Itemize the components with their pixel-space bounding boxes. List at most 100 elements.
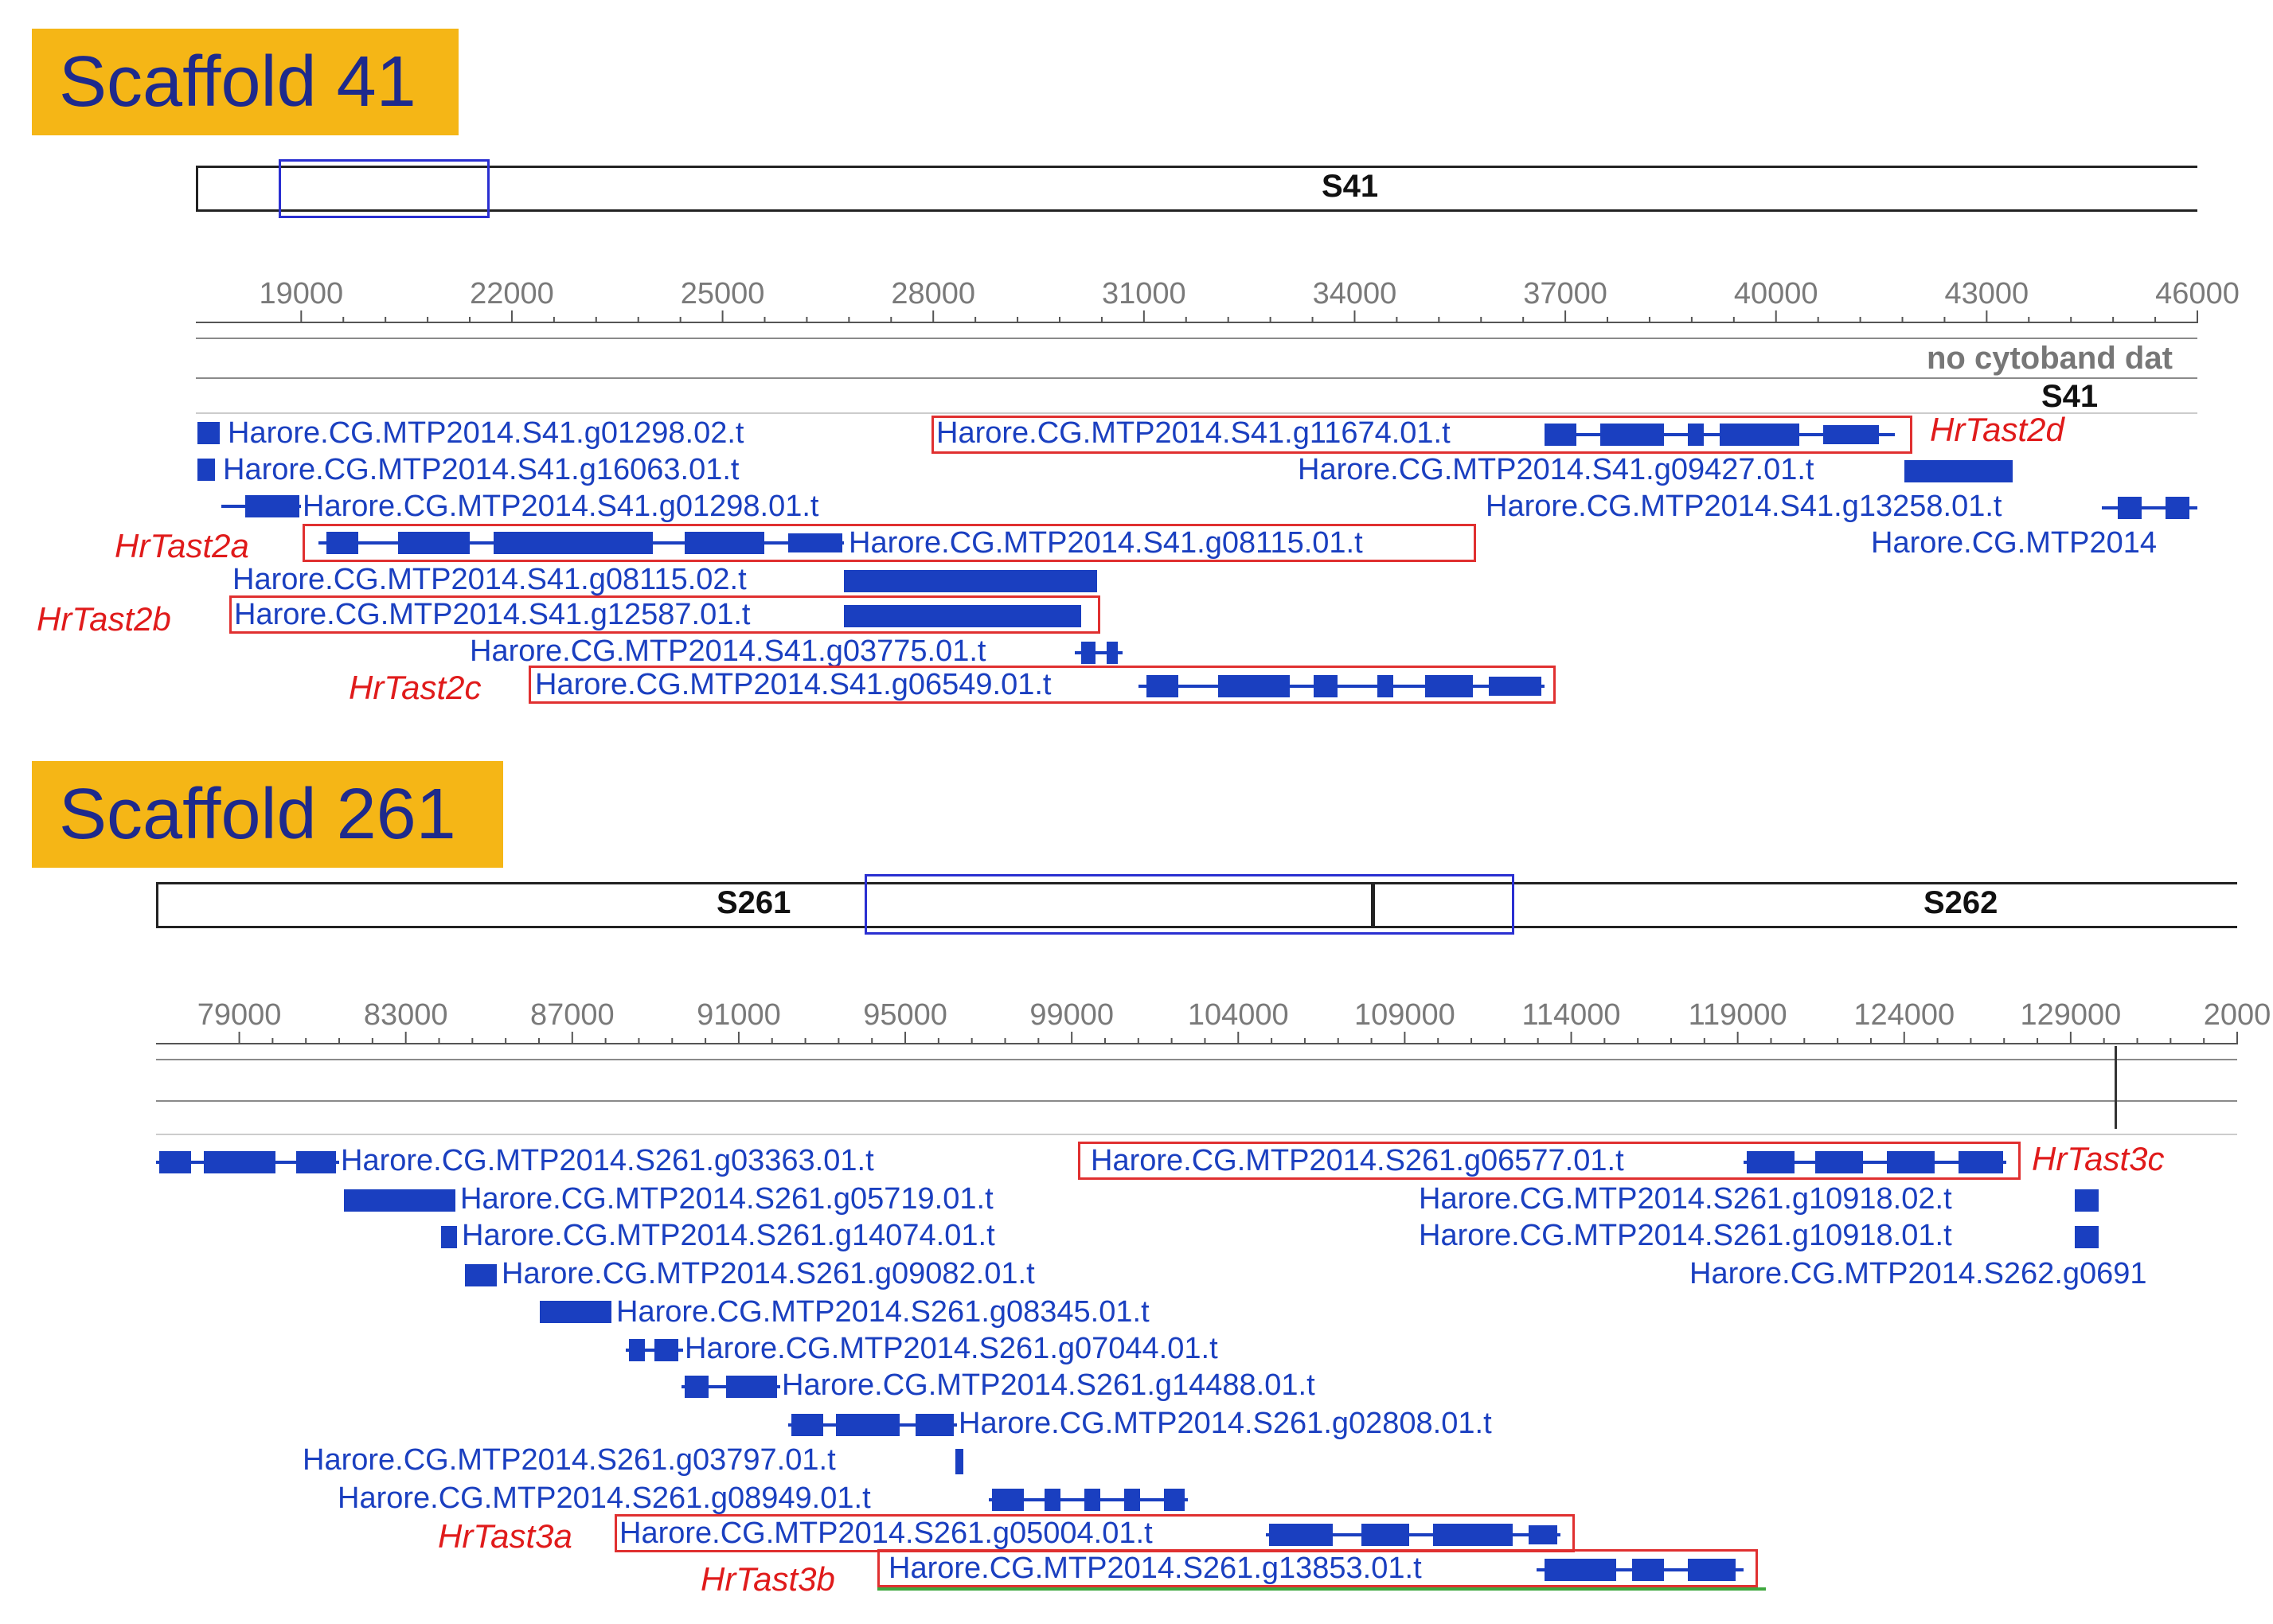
- gene-glyph[interactable]: [439, 1221, 463, 1253]
- ruler-tick-label: 28000: [891, 277, 976, 310]
- gene-label[interactable]: Harore.CG.MTP2014.S261.g02808.01.t: [959, 1407, 1492, 1440]
- hrtast2d-label: HrTast2d: [1930, 411, 2064, 448]
- gene-label[interactable]: Harore.CG.MTP2014.S261.g07044.01.t: [685, 1332, 1218, 1365]
- gene-label[interactable]: Harore.CG.MTP2014.S261.g03797.01.t: [303, 1443, 836, 1477]
- ruler-tick-label: 114000: [1521, 998, 1621, 1032]
- gene-label[interactable]: Harore.CG.MTP2014.S41.g11674.01.t: [936, 416, 1451, 450]
- gene-glyph[interactable]: [2073, 1221, 2105, 1253]
- gene-label[interactable]: Harore.CG.MTP2014.S41.g09427.01.t: [1298, 453, 1814, 486]
- ruler-tick-label: 124000: [1853, 998, 1955, 1032]
- gene-glyph[interactable]: [342, 1185, 459, 1216]
- gene-glyph[interactable]: [788, 1409, 957, 1441]
- gene-glyph[interactable]: [196, 454, 220, 486]
- gene-glyph[interactable]: [626, 1334, 683, 1366]
- gene-glyph[interactable]: [1266, 1519, 1560, 1551]
- gene-label[interactable]: Harore.CG.MTP2014.S41.g13258.01.t: [1486, 490, 2002, 523]
- gene-label[interactable]: Harore.CG.MTP2014.S261.g05004.01.t: [619, 1517, 1153, 1550]
- s41-ruler-ticks: [300, 310, 2198, 323]
- s262-ideogram-label: S262: [1923, 885, 1998, 920]
- gene-label[interactable]: Harore.CG.MTP2014.S261.g05719.01.t: [460, 1182, 994, 1216]
- s41-track-top: [196, 412, 2197, 414]
- gene-glyph[interactable]: [1744, 1146, 2006, 1178]
- gene-glyph[interactable]: [989, 1484, 1188, 1516]
- gene-glyph[interactable]: [538, 1296, 615, 1328]
- gene-label[interactable]: Harore.CG.MTP2014.S41.g08115.01.t: [849, 526, 1363, 560]
- gene-glyph[interactable]: [844, 565, 1099, 597]
- gene-glyph[interactable]: [318, 527, 844, 559]
- gene-glyph[interactable]: [156, 1146, 339, 1178]
- ruler-tick-label: 83000: [363, 998, 448, 1032]
- ruler-tick-label: 40000: [1733, 277, 1818, 310]
- gene-glyph[interactable]: [2073, 1185, 2105, 1216]
- gene-label[interactable]: Harore.CG.MTP2014.S261.g06577.01.t: [1091, 1144, 1624, 1177]
- s261-ideogram[interactable]: [156, 882, 2237, 928]
- gene-label[interactable]: Harore.CG.MTP2014.S41.g03775.01.t: [470, 634, 986, 668]
- ruler-tick-label: 46000: [2155, 277, 2240, 310]
- gene-glyph[interactable]: [1075, 637, 1123, 669]
- gene-label[interactable]: Harore.CG.MTP2014.S41.g01298.01.t: [303, 490, 819, 523]
- s41-ruler-axis: [196, 322, 2197, 323]
- ruler-tick-label: 37000: [1523, 277, 1607, 310]
- gene-label[interactable]: Harore.CG.MTP2014.S261.g08345.01.t: [616, 1295, 1150, 1329]
- gene-label[interactable]: Harore.CG.MTP2014.S261.g13853.01.t: [889, 1552, 1422, 1585]
- gene-label[interactable]: Harore.CG.MTP2014.S261.g10918.01.t: [1419, 1219, 1952, 1252]
- track-end-marker: [877, 1587, 1766, 1591]
- scaffold-261-title: Scaffold 261: [32, 761, 503, 868]
- gene-label[interactable]: Harore.CG.MTP2014.S261.g03363.01.t: [341, 1144, 874, 1177]
- hrtast2a-highlight-box: [303, 524, 1476, 562]
- gene-label[interactable]: Harore.CG.MTP2014.S41.g08115.02.t: [232, 563, 747, 596]
- ruler-tick-label: 129000: [2020, 998, 2122, 1032]
- ruler-tick-label: 104000: [1187, 998, 1289, 1032]
- gene-label[interactable]: Harore.CG.MTP2014.S262.g0691: [1689, 1257, 2147, 1290]
- s41-ideogram-label: S41: [1322, 169, 1379, 204]
- s41-cytoband-bottom: [196, 377, 2197, 379]
- hrtast3b-label: HrTast3b: [701, 1560, 835, 1598]
- s261-track-top: [156, 1134, 2237, 1135]
- scaffold-41-title: Scaffold 41: [32, 29, 459, 135]
- hrtast2d-highlight-box: [931, 416, 1912, 454]
- s261-ruler-ticks: [238, 1032, 2238, 1044]
- hrtast3c-highlight-box: [1078, 1142, 2021, 1180]
- gene-glyph[interactable]: [221, 490, 301, 522]
- gene-glyph[interactable]: [1904, 455, 2016, 487]
- gene-glyph[interactable]: [954, 1446, 965, 1478]
- ruler-tick-label: 34000: [1312, 277, 1397, 310]
- gene-glyph[interactable]: [1537, 1554, 1744, 1586]
- ruler-tick-label: 91000: [697, 998, 781, 1032]
- gene-glyph[interactable]: [2102, 492, 2197, 524]
- gene-label[interactable]: Harore.CG.MTP2014.S41.g12587.01.t: [234, 598, 751, 631]
- s261-selection-box[interactable]: [865, 874, 1514, 935]
- ruler-tick-label: 95000: [863, 998, 947, 1032]
- s41-track-label: S41: [2041, 379, 2099, 414]
- hrtast3b-highlight-box: [877, 1549, 1758, 1587]
- s261-cytoband-bottom: [156, 1100, 2237, 1102]
- ruler-tick-label: 119000: [1688, 998, 1787, 1032]
- s41-ideogram[interactable]: [196, 166, 2197, 212]
- s41-cytoband-text: no cytoband dat: [1927, 341, 2173, 376]
- ruler-tick-label: 31000: [1101, 277, 1186, 310]
- s261-ideogram-label: S261: [717, 885, 791, 920]
- hrtast2c-highlight-box: [529, 666, 1556, 704]
- ruler-tick-label: 109000: [1353, 998, 1455, 1032]
- gene-glyph[interactable]: [1545, 419, 1895, 451]
- ruler-tick-label: 99000: [1029, 998, 1114, 1032]
- gene-label[interactable]: Harore.CG.MTP2014.S261.g08949.01.t: [338, 1482, 871, 1515]
- gene-label[interactable]: Harore.CG.MTP2014.S41.g16063.01.t: [223, 453, 740, 486]
- gene-glyph[interactable]: [844, 600, 1083, 632]
- gene-label[interactable]: Harore.CG.MTP2014.S261.g14488.01.t: [782, 1368, 1315, 1402]
- gene-label[interactable]: Harore.CG.MTP2014: [1871, 526, 2158, 560]
- ruler-tick-label: 43000: [1944, 277, 2029, 310]
- gene-glyph[interactable]: [463, 1259, 503, 1291]
- gene-label[interactable]: Harore.CG.MTP2014.S261.g14074.01.t: [462, 1219, 995, 1252]
- hrtast3a-label: HrTast3a: [438, 1517, 572, 1555]
- gene-label[interactable]: Harore.CG.MTP2014.S261.g10918.02.t: [1419, 1182, 1952, 1216]
- s41-selection-box[interactable]: [279, 159, 490, 218]
- gene-label[interactable]: Harore.CG.MTP2014.S41.g06549.01.t: [535, 668, 1052, 701]
- gene-label[interactable]: Harore.CG.MTP2014.S41.g01298.02.t: [228, 416, 744, 450]
- gene-label[interactable]: Harore.CG.MTP2014.S261.g09082.01.t: [502, 1257, 1035, 1290]
- ruler-tick-label: 87000: [529, 998, 615, 1032]
- gene-glyph[interactable]: [682, 1371, 780, 1403]
- hrtast2a-label: HrTast2a: [115, 527, 249, 564]
- gene-glyph[interactable]: [1138, 670, 1545, 702]
- gene-glyph[interactable]: [196, 417, 228, 449]
